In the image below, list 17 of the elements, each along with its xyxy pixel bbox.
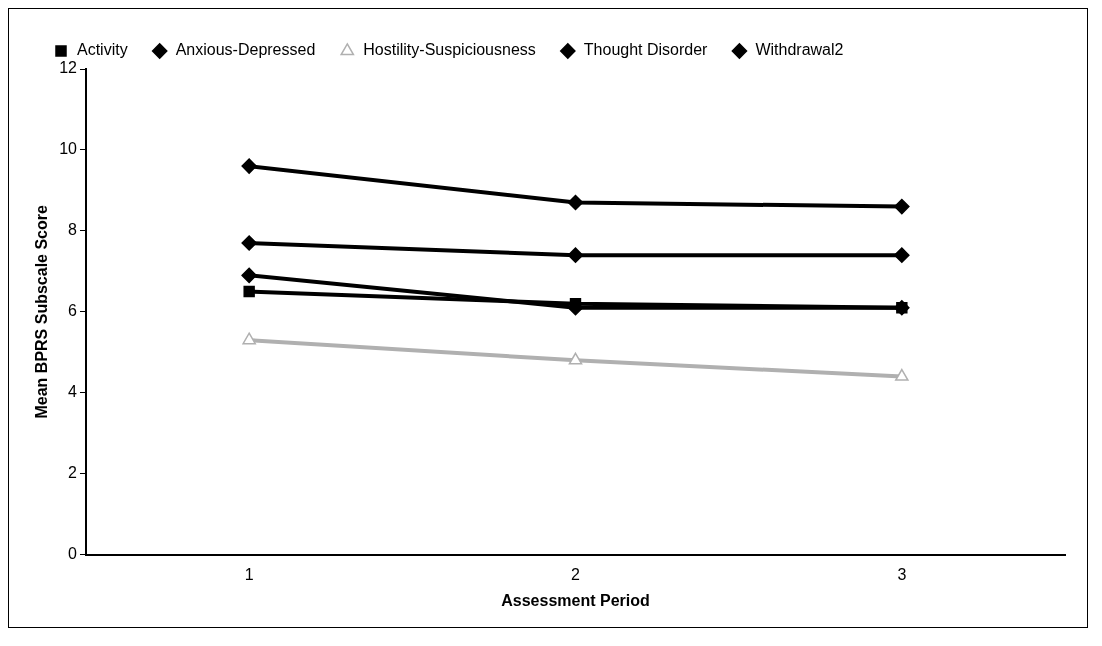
y-tick-label: 6 bbox=[68, 302, 78, 320]
x-tick-label: 1 bbox=[244, 565, 254, 583]
y-tick-label: 0 bbox=[68, 545, 78, 563]
x-tick-label: 3 bbox=[897, 565, 907, 583]
x-tick-label: 2 bbox=[571, 565, 581, 583]
legend-label: Anxious-Depressed bbox=[175, 41, 316, 59]
y-tick-label: 2 bbox=[68, 464, 78, 482]
y-tick-label: 4 bbox=[68, 383, 78, 401]
y-tick-label: 12 bbox=[59, 59, 78, 77]
legend-label: Withdrawal2 bbox=[755, 41, 844, 59]
y-tick-label: 8 bbox=[68, 221, 78, 239]
y-axis-title: Mean BPRS Subscale Score bbox=[33, 205, 51, 419]
y-tick-label: 10 bbox=[59, 140, 78, 158]
legend-label: Activity bbox=[77, 41, 128, 59]
legend-label: Thought Disorder bbox=[583, 41, 709, 59]
legend-label: Hostility-Suspiciousness bbox=[363, 41, 536, 59]
x-axis-title: Assessment Period bbox=[501, 591, 650, 609]
